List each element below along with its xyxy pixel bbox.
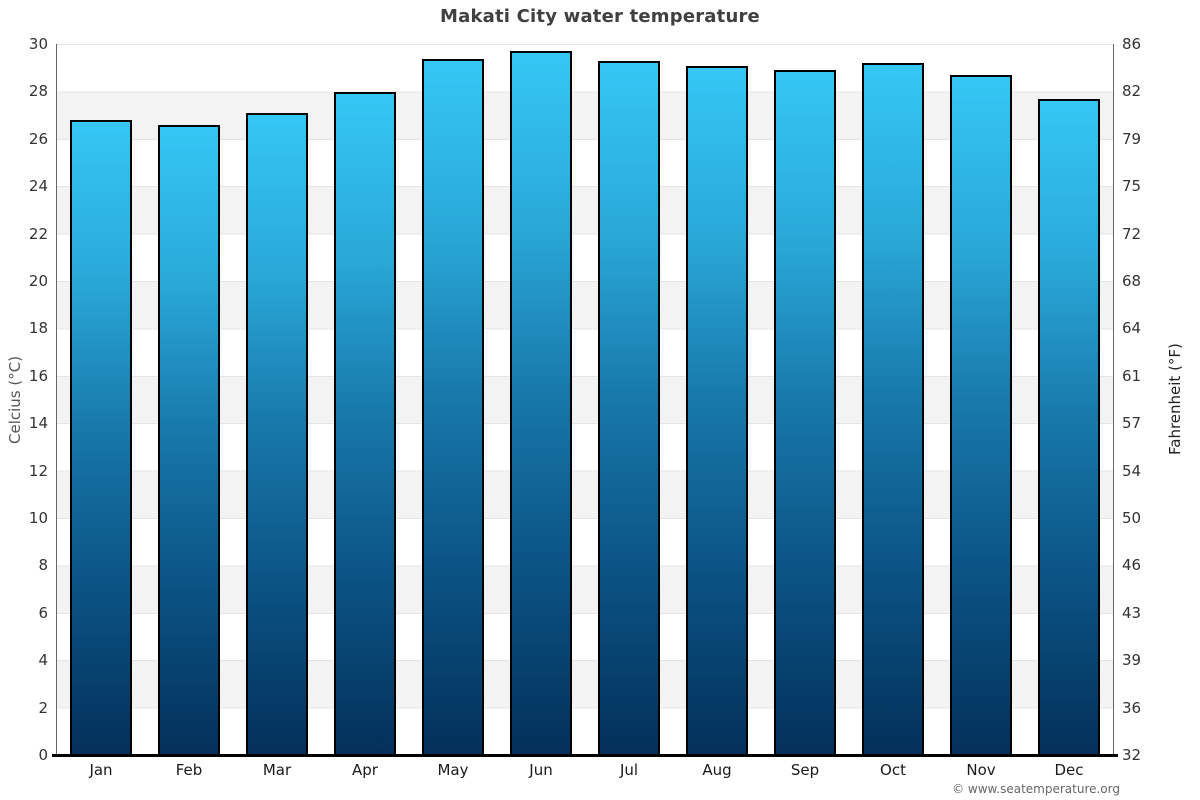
month-label-may: May bbox=[437, 761, 469, 779]
month-label-oct: Oct bbox=[880, 761, 906, 779]
bar-oct bbox=[862, 63, 924, 755]
bar-apr bbox=[334, 91, 396, 755]
bar-slot-aug bbox=[673, 44, 761, 755]
bar-slot-mar bbox=[233, 44, 321, 755]
celsius-tick-0: 0 bbox=[38, 746, 48, 764]
fahrenheit-tick-61: 61 bbox=[1122, 366, 1142, 385]
bar-aug bbox=[686, 65, 748, 755]
fahrenheit-tick-32: 32 bbox=[1122, 746, 1142, 764]
month-label-jun: Jun bbox=[529, 761, 553, 779]
celsius-tick-18: 18 bbox=[28, 319, 48, 338]
month-label-sep: Sep bbox=[790, 761, 820, 779]
celsius-tick-26: 26 bbox=[28, 129, 48, 148]
month-labels: Jan Feb Mar Apr May Jun Jul Aug Sep Oct Nov Dec bbox=[57, 758, 1113, 784]
bar-slot-nov bbox=[937, 44, 1025, 755]
celsius-tick-6: 6 bbox=[38, 603, 48, 622]
fahrenheit-tick-43: 43 bbox=[1122, 603, 1142, 622]
bar-slot-jun bbox=[497, 44, 585, 755]
bar-slot-oct bbox=[849, 44, 937, 755]
bar-slot-jan bbox=[57, 44, 145, 755]
month-label-jul: Jul bbox=[619, 761, 639, 779]
celsius-tick-28: 28 bbox=[28, 82, 48, 101]
celsius-tick-22: 22 bbox=[28, 224, 48, 243]
fahrenheit-tick-46: 46 bbox=[1122, 556, 1142, 575]
fahrenheit-tick-57: 57 bbox=[1122, 414, 1142, 433]
celsius-tick-10: 10 bbox=[28, 509, 48, 527]
fahrenheit-tick-labels: 32 36 39 43 46 50 54 57 61 64 68 72 75 79 82 86 bbox=[1122, 35, 1182, 764]
plot-area bbox=[57, 44, 1113, 755]
fahrenheit-tick-39: 39 bbox=[1122, 651, 1142, 670]
bar-nov bbox=[950, 75, 1012, 755]
bar-feb bbox=[158, 124, 220, 755]
bar-may bbox=[422, 58, 484, 755]
fahrenheit-tick-50: 50 bbox=[1122, 509, 1142, 527]
celsius-tick-16: 16 bbox=[28, 366, 48, 385]
celsius-tick-30: 30 bbox=[28, 35, 48, 53]
bar-sep bbox=[774, 70, 836, 755]
celsius-tick-24: 24 bbox=[28, 177, 48, 196]
month-label-dec: Dec bbox=[1054, 761, 1084, 779]
chart-title: Makati City water temperature bbox=[440, 6, 760, 27]
fahrenheit-tick-54: 54 bbox=[1122, 461, 1142, 480]
fahrenheit-tick-36: 36 bbox=[1122, 698, 1142, 717]
fahrenheit-tick-75: 75 bbox=[1122, 177, 1142, 196]
bar-slot-may bbox=[409, 44, 497, 755]
fahrenheit-tick-64: 64 bbox=[1122, 319, 1142, 338]
fahrenheit-tick-82: 82 bbox=[1122, 82, 1142, 101]
celsius-tick-2: 2 bbox=[38, 698, 48, 717]
month-label-nov: Nov bbox=[966, 761, 996, 779]
celsius-tick-12: 12 bbox=[28, 461, 48, 480]
bar-slot-feb bbox=[145, 44, 233, 755]
bar-slot-sep bbox=[761, 44, 849, 755]
celsius-tick-8: 8 bbox=[38, 556, 48, 575]
celsius-tick-20: 20 bbox=[28, 272, 48, 290]
celsius-tick-4: 4 bbox=[38, 651, 48, 670]
celsius-tick-14: 14 bbox=[28, 414, 48, 433]
fahrenheit-tick-68: 68 bbox=[1122, 272, 1142, 290]
celsius-axis-label: Celcius (°C) bbox=[6, 355, 24, 444]
bar-slot-apr bbox=[321, 44, 409, 755]
bar-jul bbox=[598, 60, 660, 755]
bar-dec bbox=[1038, 98, 1100, 755]
bar-jan bbox=[70, 120, 132, 755]
bar-slot-dec bbox=[1025, 44, 1113, 755]
bar-jun bbox=[510, 51, 572, 755]
month-label-jan: Jan bbox=[89, 761, 113, 779]
bar-mar bbox=[246, 113, 308, 755]
fahrenheit-axis-label: Fahrenheit (°F) bbox=[1166, 343, 1184, 456]
bar-slot-jul bbox=[585, 44, 673, 755]
fahrenheit-tick-79: 79 bbox=[1122, 129, 1142, 148]
copyright-credit: © www.seatemperature.org bbox=[952, 782, 1120, 796]
left-axis-line bbox=[56, 44, 57, 755]
fahrenheit-tick-86: 86 bbox=[1122, 35, 1142, 53]
celsius-tick-labels: 0 2 4 6 8 10 12 14 16 18 20 22 24 26 28 30 bbox=[0, 35, 48, 764]
month-label-apr: Apr bbox=[352, 761, 378, 779]
fahrenheit-tick-72: 72 bbox=[1122, 224, 1142, 243]
month-label-aug: Aug bbox=[702, 761, 732, 779]
bars-group bbox=[57, 44, 1113, 755]
right-axis-line bbox=[1113, 44, 1114, 755]
month-label-feb: Feb bbox=[175, 761, 203, 779]
month-label-mar: Mar bbox=[262, 761, 292, 779]
x-axis-baseline bbox=[52, 754, 1118, 757]
